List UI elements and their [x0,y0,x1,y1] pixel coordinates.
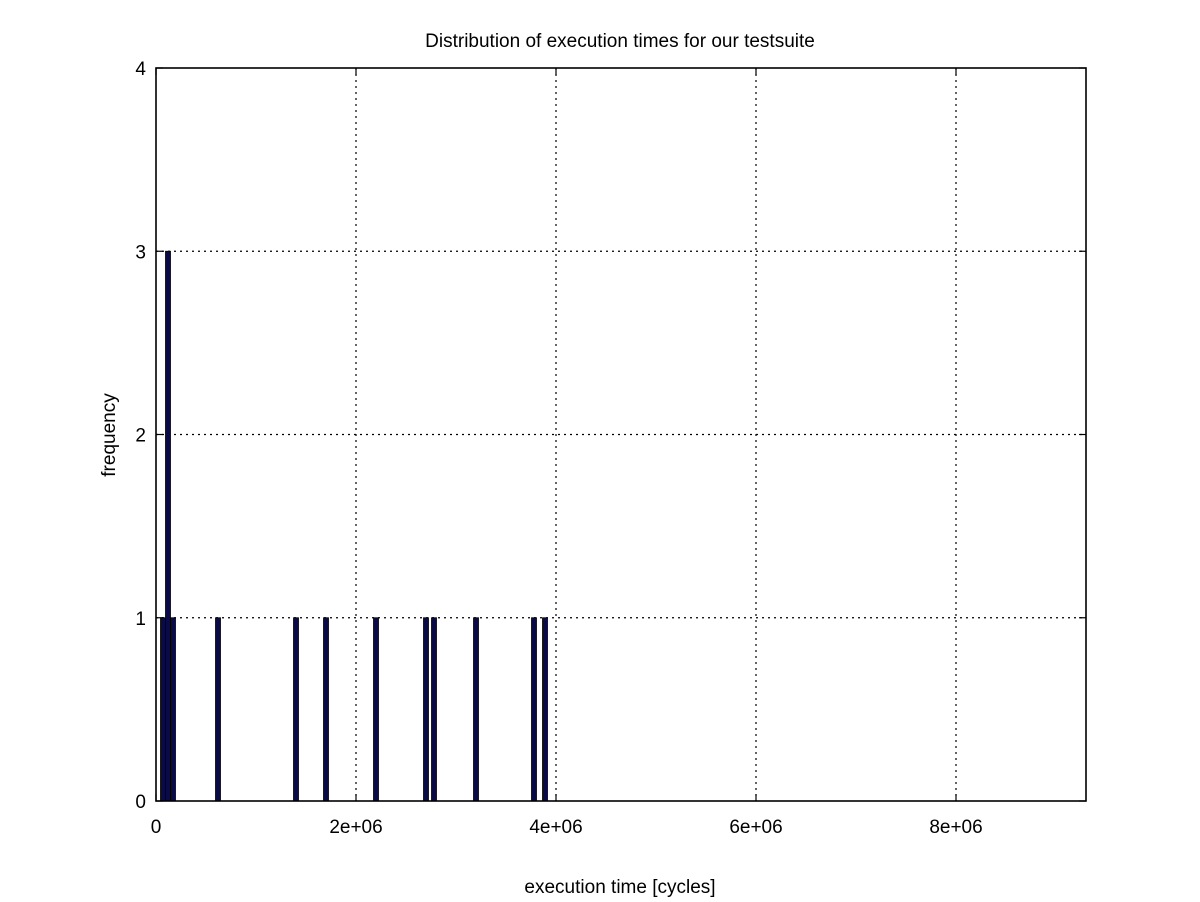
y-tick-label: 0 [135,792,146,813]
axes: 0 2e+06 4e+06 6e+06 8e+06 0 1 2 3 4 [135,59,1087,838]
y-tick-label: 2 [135,426,146,447]
y-tick-label: 1 [135,609,146,630]
y-tick-label: 3 [135,242,146,263]
y-tick-label: 4 [135,59,146,80]
x-tick-label: 6e+06 [729,817,782,838]
x-axis-label: execution time [cycles] [524,877,715,898]
histogram-bar [165,250,171,802]
grid-lines [156,68,1086,801]
histogram-bar [160,617,166,802]
histogram-bar [431,617,437,802]
chart-title: Distribution of execution times for our … [425,31,815,52]
histogram-bar [473,617,479,802]
histogram-bar [215,617,221,802]
histogram-bar [423,617,429,802]
bars [160,250,548,802]
x-tick-label: 8e+06 [929,817,982,838]
histogram-bar [323,617,329,802]
x-tick-label: 4e+06 [529,817,582,838]
y-axis-label: frequency [99,393,120,477]
histogram-bar [542,617,548,802]
histogram-bar [373,617,379,802]
histogram-bar [170,617,176,802]
histogram-bar [293,617,299,802]
x-tick-label: 2e+06 [329,817,382,838]
histogram-bar [531,617,537,802]
x-tick-label: 0 [151,817,162,838]
